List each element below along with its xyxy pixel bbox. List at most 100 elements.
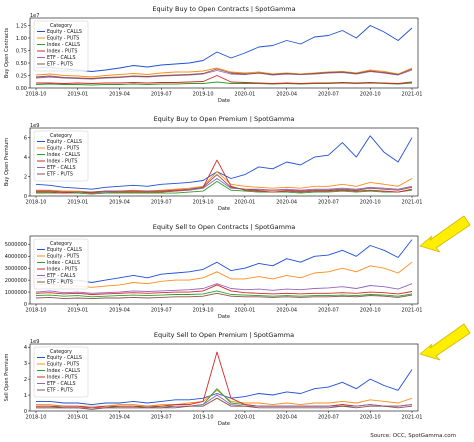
series-line-4: [36, 159, 413, 194]
chart-title: Equity Sell to Open Contracts | SpotGamm…: [153, 223, 296, 231]
y-tick-label: 0: [24, 302, 27, 308]
chart-panel-1: Equity Buy to Open Contracts | SpotGamma…: [4, 5, 422, 104]
x-axis-label: Date: [218, 314, 230, 320]
series-line-1: [35, 135, 413, 190]
x-tick-label: 2021-01: [402, 92, 423, 98]
x-tick-label: 2021-01: [402, 200, 423, 206]
legend-entry: Index - PUTS: [47, 49, 77, 55]
y-tick-label: 1.00: [16, 36, 27, 42]
plot-frame: [29, 343, 419, 412]
x-tick-label: 2020-01: [234, 415, 255, 421]
legend-entry: ETF - PUTS: [47, 62, 73, 68]
x-axis-label: Date: [218, 206, 230, 212]
legend-entry: ETF - CALLS: [47, 165, 76, 171]
x-tick-label: 2020-10: [360, 308, 381, 314]
y-tick-label: 6: [24, 136, 27, 142]
x-tick-label: 2020-07: [318, 415, 339, 421]
x-tick-label: 2020-04: [276, 308, 297, 314]
chart-title: Equity Buy to Open Premium | SpotGamma: [154, 115, 295, 123]
x-tick-label: 2020-04: [276, 92, 297, 98]
y-tick-label: 0.00: [16, 86, 27, 92]
y-tick-label: 4: [24, 345, 27, 351]
x-tick-label: 2021-01: [402, 308, 423, 314]
series-line-5: [35, 283, 413, 294]
x-tick-label: 2018-10: [26, 200, 47, 206]
legend-entry: Equity - CALLS: [47, 139, 82, 145]
series-line-5: [36, 394, 413, 409]
y-tick-label: 0: [24, 409, 27, 415]
chart-title: Equity Buy to Open Contracts | SpotGamma: [152, 5, 295, 13]
x-axis-label: Date: [218, 421, 230, 427]
x-tick-label: 2020-10: [360, 92, 381, 98]
x-tick-label: 2020-01: [234, 200, 255, 206]
series-line-3: [35, 81, 413, 86]
chart-title: Equity Sell to Open Premium | SpotGamma: [154, 331, 294, 339]
x-tick-label: 2021-01: [402, 415, 423, 421]
legend-entry: Index - PUTS: [47, 375, 77, 381]
y-offset-label: 1e7: [30, 13, 39, 19]
y-axis-label: Buy Open Premium: [4, 138, 10, 186]
legend-title: Category: [50, 23, 72, 29]
y-tick-label: 0.75: [16, 48, 27, 54]
legend-entry: Index - CALLS: [47, 260, 80, 266]
x-tick-label: 2019-01: [67, 200, 88, 206]
series-line-4: [36, 351, 413, 409]
y-tick-label: 0: [24, 194, 27, 200]
series-line-2: [36, 389, 413, 407]
legend-entry: ETF - PUTS: [47, 172, 73, 178]
x-tick-label: 2020-07: [318, 200, 339, 206]
chart-panel-3: Equity Sell to Open Contracts | SpotGamm…: [5, 215, 471, 320]
series-line-6: [36, 397, 413, 410]
legend-box: [33, 20, 89, 72]
y-axis-label: Buy Open Contracts: [4, 28, 10, 79]
y-tick-label: 2: [24, 377, 27, 383]
series-line-2: [35, 67, 413, 78]
x-tick-label: 2019-01: [67, 308, 88, 314]
x-tick-label: 2020-10: [360, 200, 381, 206]
x-tick-label: 2018-10: [26, 415, 47, 421]
legend-entry: ETF - PUTS: [47, 280, 73, 286]
legend-entry: ETF - CALLS: [47, 55, 76, 61]
y-tick-label: 1.25: [16, 23, 27, 29]
y-offset-label: 1e9: [30, 123, 39, 129]
x-tick-label: 2019-10: [193, 415, 214, 421]
series-line-4: [35, 284, 413, 295]
legend-box: [33, 238, 89, 290]
x-tick-label: 2020-01: [234, 92, 255, 98]
series-line-6: [35, 292, 413, 300]
x-tick-label: 2019-07: [151, 92, 172, 98]
legend-entry: Index - PUTS: [47, 267, 77, 273]
chart-panel-4: Equity Sell to Open Premium | SpotGamma 1…: [4, 323, 471, 427]
legend-entry: Equity - PUTS: [47, 362, 79, 368]
y-offset-label: 1e9: [30, 339, 39, 345]
y-tick-label: 0.50: [16, 61, 27, 67]
x-axis-label: Date: [218, 98, 230, 104]
series-line-1: [35, 25, 413, 72]
series-line-2: [35, 261, 413, 288]
y-tick-label: 3000000: [5, 266, 27, 272]
x-tick-label: 2019-01: [67, 92, 88, 98]
legend-title: Category: [50, 241, 72, 247]
legend-entry: Equity - PUTS: [47, 146, 79, 152]
legend-box: [33, 130, 89, 182]
legend-entry: Equity - CALLS: [47, 29, 82, 35]
y-tick-label: 1: [24, 393, 27, 399]
legend-entry: Equity - PUTS: [47, 36, 79, 42]
x-tick-label: 2019-04: [109, 308, 130, 314]
series-line-4: [36, 75, 413, 84]
series-line-3: [35, 290, 413, 298]
legend-entry: Index - CALLS: [47, 42, 80, 48]
y-tick-label: 2000000: [5, 278, 27, 284]
y-tick-label: 5000000: [5, 242, 27, 248]
series-line-5: [36, 178, 413, 193]
x-tick-label: 2020-07: [318, 308, 339, 314]
x-tick-label: 2019-04: [109, 415, 130, 421]
legend-title: Category: [50, 349, 72, 355]
plot-frame: [29, 17, 419, 89]
series-line-6: [36, 174, 413, 193]
x-tick-label: 2020-04: [276, 200, 297, 206]
y-tick-label: 2: [24, 174, 27, 180]
y-tick-label: 3: [24, 361, 27, 367]
x-tick-label: 2019-04: [109, 92, 130, 98]
